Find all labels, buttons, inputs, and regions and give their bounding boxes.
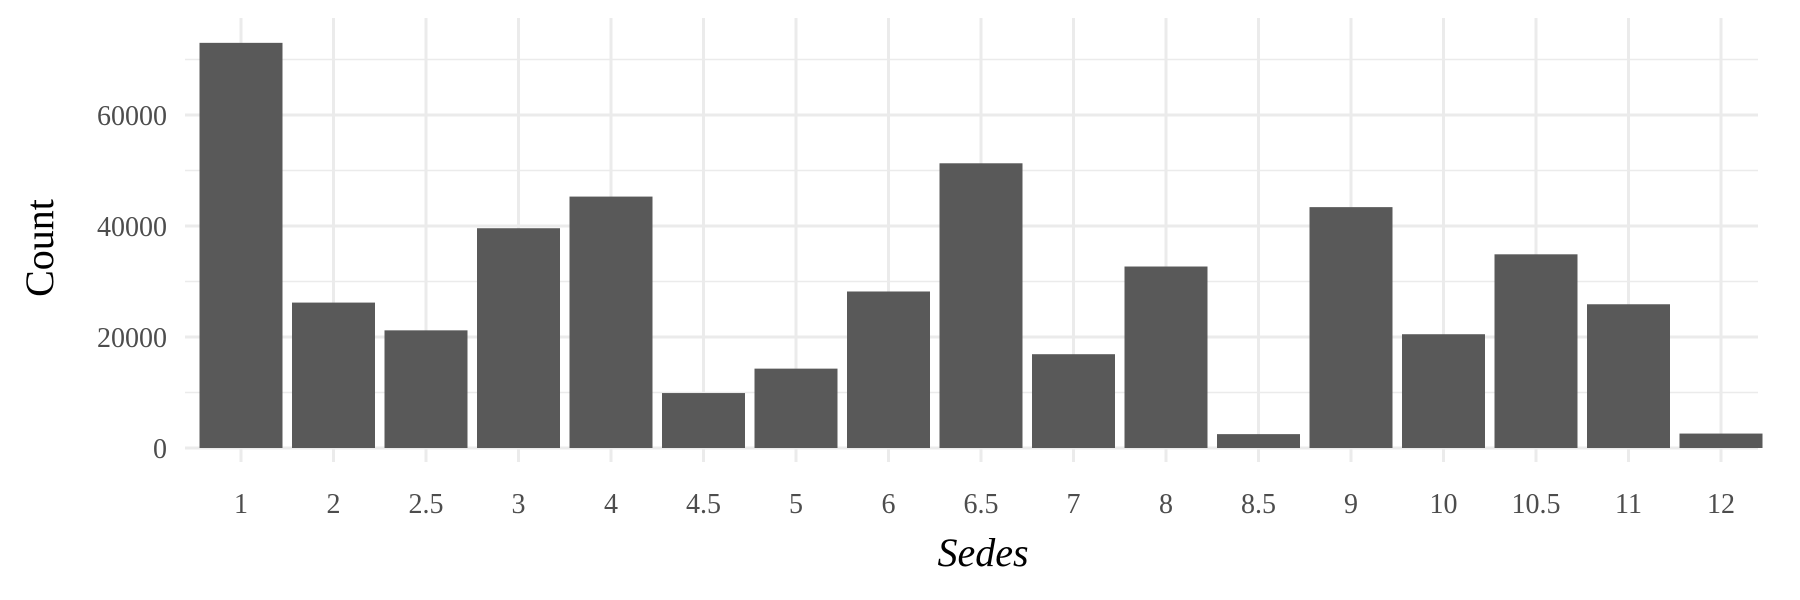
- bar-4.5: [662, 393, 745, 448]
- x-tick-label: 10: [1430, 489, 1458, 520]
- y-tick-label: 40000: [97, 212, 167, 243]
- y-axis-title: Count: [17, 199, 62, 297]
- bar-8.5: [1217, 434, 1300, 448]
- x-tick-label: 10.5: [1512, 489, 1561, 520]
- x-tick-label: 3: [512, 489, 526, 520]
- bar-3: [477, 228, 560, 448]
- x-tick-label: 2: [327, 489, 341, 520]
- x-tick-label: 8: [1159, 489, 1173, 520]
- y-tick-label: 60000: [97, 101, 167, 132]
- bar-11: [1587, 304, 1670, 448]
- bar-12: [1679, 433, 1763, 448]
- x-tick-label: 5: [789, 489, 803, 520]
- x-tick-label: 6.5: [964, 489, 999, 520]
- bar-6.5: [939, 163, 1023, 448]
- x-axis-ticks: 1 2 2.5 3 4 4.5 5 6 6.5 7 8 8.5 9 10 10.5 11 12: [234, 489, 1735, 520]
- bar-4: [569, 196, 653, 448]
- x-tick-label: 11: [1615, 489, 1642, 520]
- bar-9: [1309, 207, 1393, 448]
- x-tick-label: 1: [234, 489, 248, 520]
- x-tick-label: 7: [1067, 489, 1081, 520]
- x-tick-label: 4.5: [686, 489, 721, 520]
- x-tick-label: 4: [604, 489, 618, 520]
- bar-2: [292, 302, 375, 448]
- bar-5: [754, 368, 838, 448]
- bar-6: [847, 291, 930, 448]
- y-tick-label: 20000: [97, 323, 167, 354]
- x-tick-label: 8.5: [1241, 489, 1276, 520]
- bars: [199, 42, 1763, 448]
- x-tick-label: 6: [882, 489, 896, 520]
- bar-7: [1032, 354, 1115, 448]
- x-axis-title: Sedes: [937, 530, 1028, 575]
- x-tick-label: 2.5: [409, 489, 444, 520]
- bar-10: [1402, 334, 1485, 448]
- x-tick-label: 9: [1344, 489, 1358, 520]
- bar-2.5: [384, 330, 468, 448]
- y-axis-ticks: 0 20000 40000 60000: [97, 101, 167, 465]
- bar-8: [1124, 266, 1208, 448]
- bar-10.5: [1494, 254, 1578, 448]
- bar-1: [199, 42, 283, 448]
- y-tick-label: 0: [153, 434, 167, 465]
- x-tick-label: 12: [1707, 489, 1735, 520]
